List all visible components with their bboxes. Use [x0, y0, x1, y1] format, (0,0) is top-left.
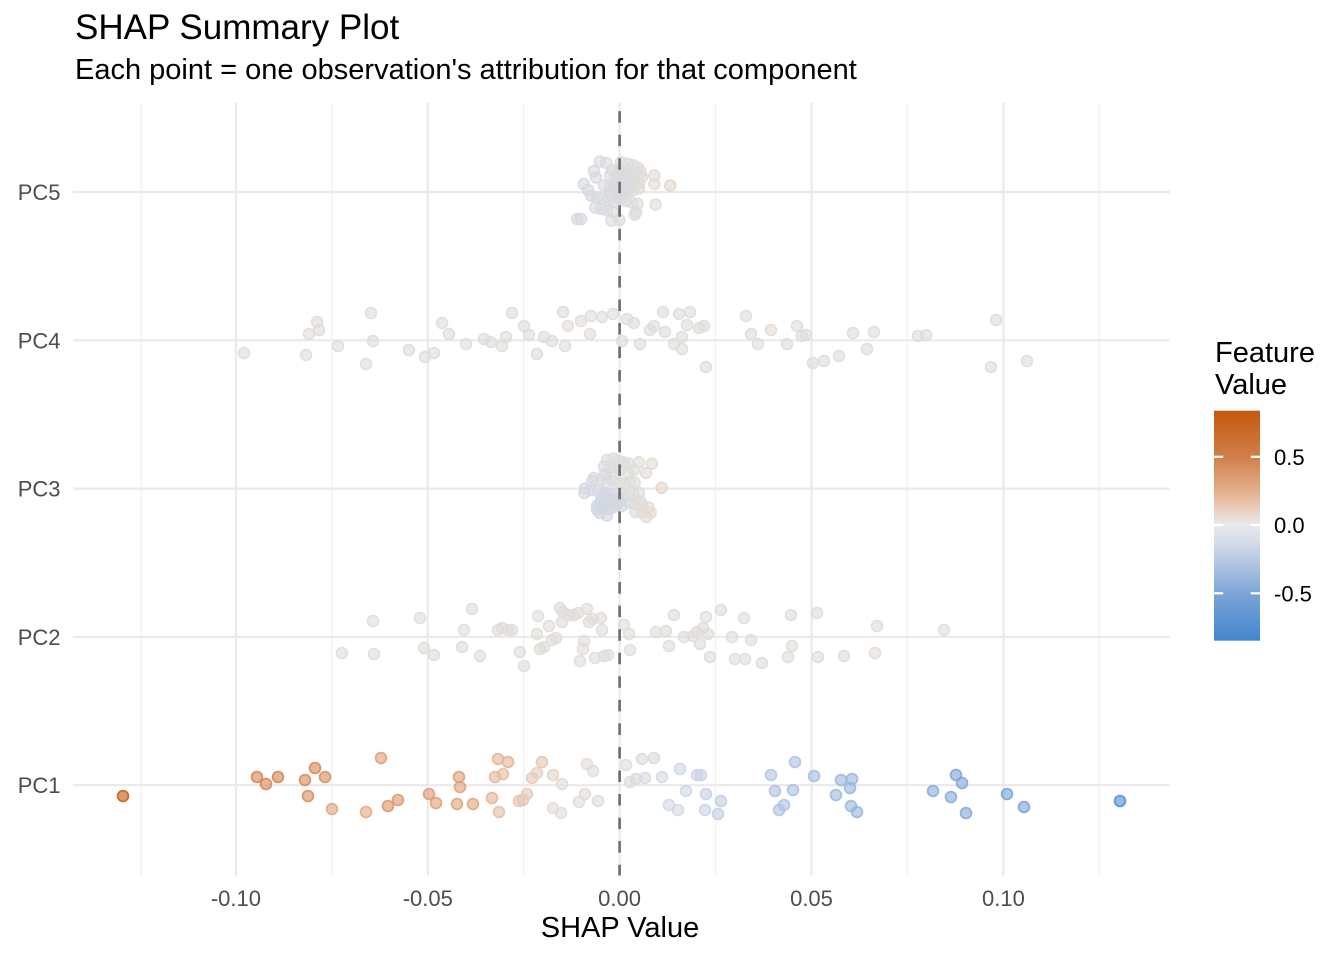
svg-text:PC1: PC1 [18, 773, 61, 798]
svg-text:Each point = one observation's: Each point = one observation's attributi… [75, 54, 857, 86]
svg-text:-0.5: -0.5 [1274, 582, 1312, 607]
svg-text:0.10: 0.10 [982, 886, 1025, 911]
svg-text:SHAP Value: SHAP Value [541, 912, 700, 944]
svg-text:PC2: PC2 [18, 625, 61, 650]
svg-text:0.0: 0.0 [1274, 513, 1305, 538]
svg-text:Feature: Feature [1215, 337, 1315, 369]
svg-text:PC3: PC3 [18, 477, 61, 502]
svg-text:0.05: 0.05 [790, 886, 833, 911]
svg-text:PC5: PC5 [18, 180, 61, 205]
svg-text:Value: Value [1215, 369, 1287, 401]
svg-text:0.5: 0.5 [1274, 445, 1305, 470]
svg-text:SHAP Summary Plot: SHAP Summary Plot [75, 8, 399, 47]
svg-text:0.00: 0.00 [598, 886, 641, 911]
svg-text:-0.10: -0.10 [211, 886, 261, 911]
svg-text:PC4: PC4 [18, 328, 61, 353]
svg-text:-0.05: -0.05 [403, 886, 453, 911]
